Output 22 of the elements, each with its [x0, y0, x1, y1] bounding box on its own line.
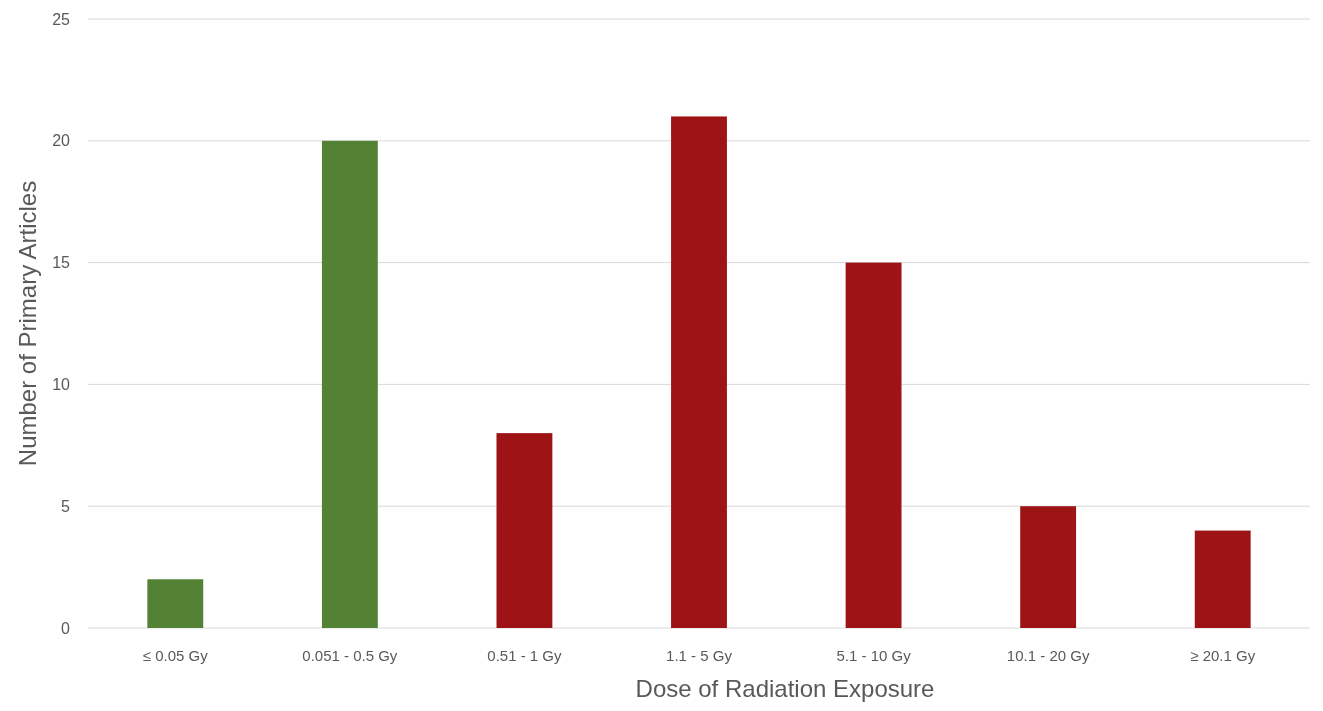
y-axis-title: Number of Primary Articles: [14, 180, 41, 467]
x-tick-label: 10.1 - 20 Gy: [1006, 647, 1090, 664]
bar: [1194, 530, 1251, 628]
bar: [1020, 506, 1077, 628]
x-axis-title: Dose of Radiation Exposure: [635, 675, 935, 702]
x-tick-label: ≥ 20.1 Gy: [1190, 647, 1256, 664]
y-tick-label: 10: [52, 376, 71, 393]
bar: [845, 262, 902, 628]
bar: [496, 433, 553, 628]
bar: [671, 116, 727, 628]
y-tick-label: 20: [52, 132, 71, 150]
x-tick-label: 0.51 - 1 Gy: [487, 647, 563, 664]
bar: [147, 579, 204, 628]
y-tick-label: 25: [52, 10, 71, 28]
y-tick-label: 5: [61, 497, 71, 515]
y-tick-label: 0: [61, 619, 71, 637]
x-tick-label: 5.1 - 10 Gy: [836, 647, 912, 664]
x-tick-label: 0.051 - 0.5 Gy: [302, 647, 398, 664]
x-tick-label: ≤ 0.05 Gy: [142, 647, 209, 664]
x-tick-label: 1.1 - 5 Gy: [666, 647, 733, 664]
y-tick-label: 15: [52, 254, 71, 272]
bar: [321, 140, 378, 628]
